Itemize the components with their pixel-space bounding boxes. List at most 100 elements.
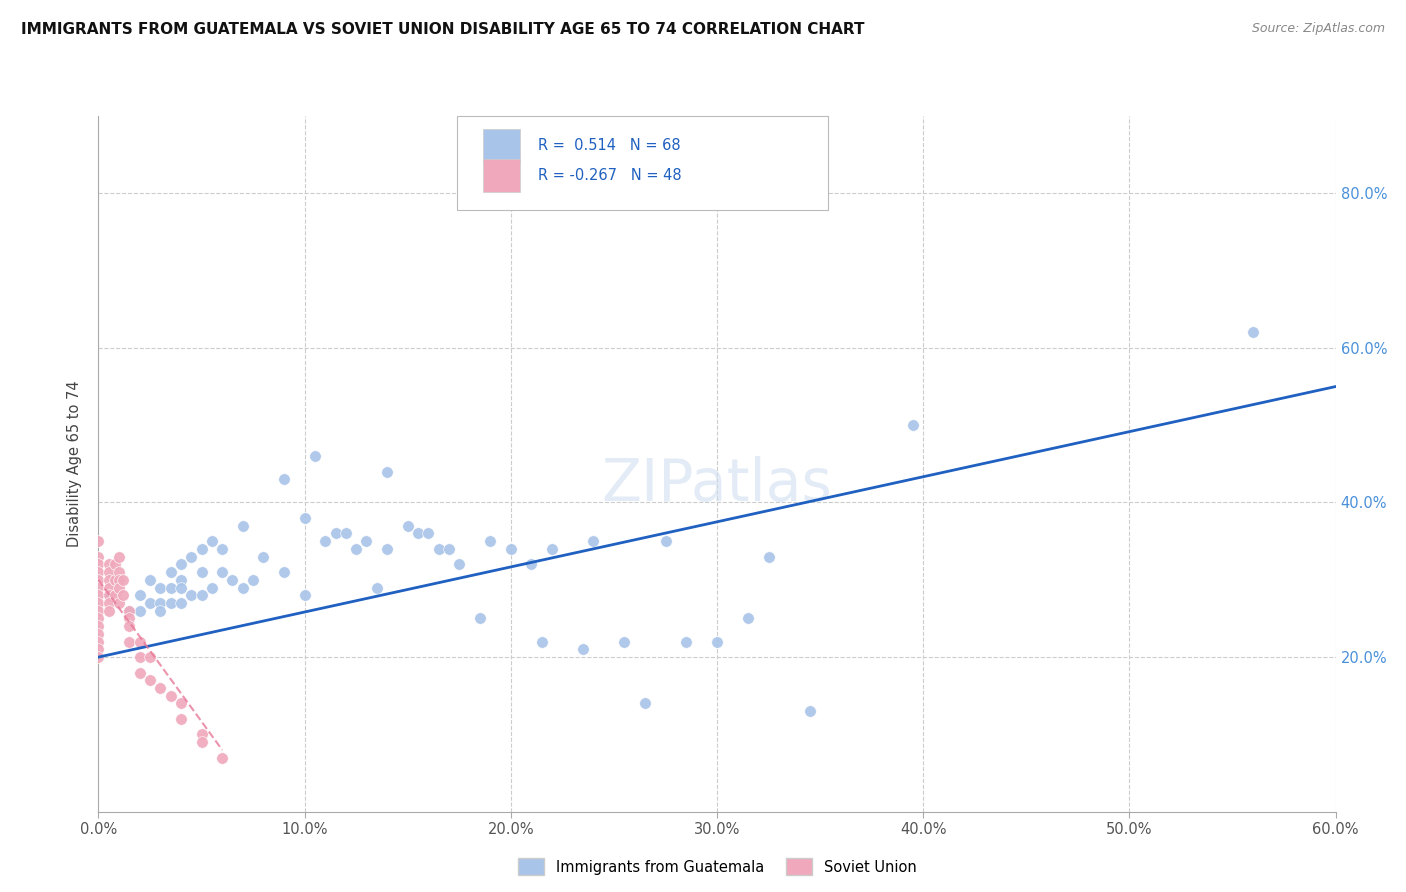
Point bbox=[118, 634, 141, 648]
Point bbox=[211, 565, 233, 579]
Point bbox=[221, 573, 243, 587]
Point bbox=[190, 727, 212, 741]
Point bbox=[87, 650, 110, 665]
Point bbox=[108, 573, 131, 587]
Point bbox=[654, 534, 676, 549]
Point bbox=[180, 549, 202, 564]
Point bbox=[149, 596, 172, 610]
Point bbox=[437, 541, 460, 556]
Point bbox=[190, 735, 212, 749]
Point bbox=[211, 541, 233, 556]
Point bbox=[335, 526, 357, 541]
Text: R = -0.267   N = 48: R = -0.267 N = 48 bbox=[537, 168, 682, 183]
Point bbox=[901, 418, 924, 433]
Point bbox=[479, 534, 502, 549]
Point bbox=[356, 534, 378, 549]
Text: Source: ZipAtlas.com: Source: ZipAtlas.com bbox=[1251, 22, 1385, 36]
Point bbox=[87, 573, 110, 587]
Point bbox=[1241, 326, 1264, 340]
Point bbox=[128, 604, 150, 618]
Point bbox=[252, 549, 274, 564]
Point bbox=[97, 596, 120, 610]
Point bbox=[87, 619, 110, 633]
Point bbox=[118, 604, 141, 618]
Point bbox=[294, 588, 316, 602]
Point bbox=[112, 573, 135, 587]
Point bbox=[375, 541, 398, 556]
Point bbox=[499, 541, 522, 556]
Point bbox=[149, 604, 172, 618]
Point bbox=[406, 526, 429, 541]
Point bbox=[159, 565, 181, 579]
Point bbox=[108, 573, 131, 587]
Point bbox=[520, 558, 543, 572]
Point bbox=[104, 558, 127, 572]
Text: R =  0.514   N = 68: R = 0.514 N = 68 bbox=[537, 138, 681, 153]
Point bbox=[344, 541, 367, 556]
Point bbox=[325, 526, 347, 541]
Point bbox=[530, 634, 553, 648]
Point bbox=[118, 619, 141, 633]
Point bbox=[128, 665, 150, 680]
Point bbox=[139, 650, 162, 665]
Point bbox=[170, 697, 193, 711]
Point bbox=[87, 558, 110, 572]
Point bbox=[273, 472, 295, 486]
Point bbox=[572, 642, 595, 657]
Text: ZIPatlas: ZIPatlas bbox=[602, 456, 832, 513]
Point bbox=[201, 581, 224, 595]
Point bbox=[87, 581, 110, 595]
Point bbox=[87, 634, 110, 648]
Point bbox=[128, 634, 150, 648]
Point bbox=[97, 588, 120, 602]
Point bbox=[314, 534, 336, 549]
Point bbox=[582, 534, 605, 549]
Point bbox=[170, 712, 193, 726]
Point bbox=[159, 581, 181, 595]
Point bbox=[304, 449, 326, 463]
Point bbox=[159, 596, 181, 610]
Point bbox=[706, 634, 728, 648]
Point bbox=[87, 627, 110, 641]
Point bbox=[242, 573, 264, 587]
Point bbox=[418, 526, 440, 541]
Point bbox=[758, 549, 780, 564]
Point bbox=[118, 604, 141, 618]
Point bbox=[108, 549, 131, 564]
Point bbox=[232, 581, 254, 595]
FancyBboxPatch shape bbox=[457, 116, 828, 210]
Point bbox=[294, 511, 316, 525]
Point bbox=[396, 518, 419, 533]
Point bbox=[170, 581, 193, 595]
Point bbox=[211, 750, 233, 764]
Point bbox=[108, 565, 131, 579]
FancyBboxPatch shape bbox=[484, 159, 520, 192]
Point bbox=[97, 565, 120, 579]
Point bbox=[613, 634, 636, 648]
Point bbox=[737, 611, 759, 625]
Point bbox=[97, 588, 120, 602]
Point bbox=[149, 681, 172, 695]
Point bbox=[87, 611, 110, 625]
Point bbox=[112, 588, 135, 602]
Point bbox=[232, 518, 254, 533]
Point bbox=[87, 596, 110, 610]
Point bbox=[139, 573, 162, 587]
Point bbox=[97, 558, 120, 572]
Point bbox=[97, 604, 120, 618]
Point bbox=[468, 611, 491, 625]
FancyBboxPatch shape bbox=[484, 129, 520, 161]
Point bbox=[190, 565, 212, 579]
Point bbox=[87, 642, 110, 657]
Point bbox=[97, 573, 120, 587]
Legend: Immigrants from Guatemala, Soviet Union: Immigrants from Guatemala, Soviet Union bbox=[512, 853, 922, 881]
Point bbox=[87, 604, 110, 618]
Point bbox=[170, 558, 193, 572]
Point bbox=[180, 588, 202, 602]
Point bbox=[634, 697, 657, 711]
Point bbox=[118, 611, 141, 625]
Point bbox=[139, 673, 162, 688]
Text: IMMIGRANTS FROM GUATEMALA VS SOVIET UNION DISABILITY AGE 65 TO 74 CORRELATION CH: IMMIGRANTS FROM GUATEMALA VS SOVIET UNIO… bbox=[21, 22, 865, 37]
Point bbox=[375, 465, 398, 479]
Point bbox=[190, 541, 212, 556]
